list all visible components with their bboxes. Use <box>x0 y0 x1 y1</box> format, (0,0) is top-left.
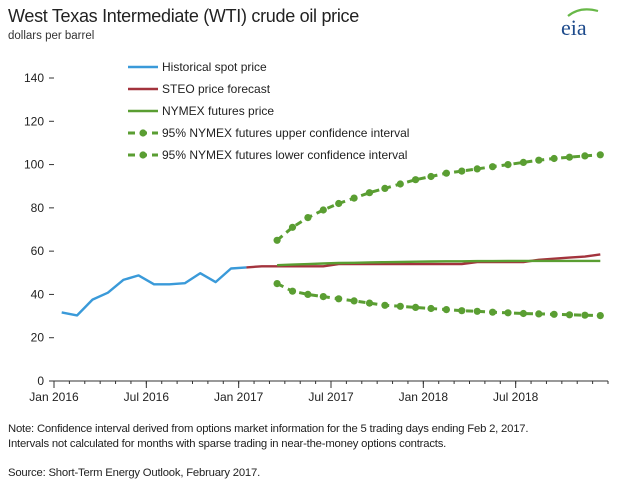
chart-title: West Texas Intermediate (WTI) crude oil … <box>8 6 359 26</box>
legend-item: NYMEX futures price <box>128 104 274 118</box>
axes: Jan 2016 Jul 2016 Jan 2017 Jul 2017 Jan 2018… <box>24 71 609 404</box>
y-tick-label: 60 <box>31 244 45 258</box>
chart-subtitle: dollars per barrel <box>8 30 95 42</box>
data-point <box>335 199 343 208</box>
data-point <box>519 158 528 166</box>
y-tick-label: 140 <box>24 71 44 85</box>
data-point <box>596 312 604 320</box>
series-line <box>276 282 601 318</box>
data-point <box>504 309 512 317</box>
y-tick-label: 40 <box>31 287 45 301</box>
legend-item: Historical spot price <box>128 60 267 74</box>
y-tick-label: 120 <box>24 114 44 128</box>
series-line <box>61 266 247 317</box>
x-tick-label: Jan 2018 <box>399 390 449 404</box>
data-point <box>550 310 558 318</box>
data-point <box>273 280 281 288</box>
series-3 <box>273 151 604 244</box>
chart-source: Source: Short-Term Energy Outlook, Febru… <box>8 467 261 479</box>
data-point <box>458 307 466 315</box>
data-point <box>319 293 327 301</box>
legend-label: STEO price forecast <box>162 82 271 96</box>
data-point <box>350 194 358 202</box>
y-tick-label: 100 <box>24 158 44 172</box>
data-point <box>273 236 281 244</box>
data-point <box>412 303 420 311</box>
series-line <box>276 153 601 242</box>
legend-label: 95% NYMEX futures lower confidence inter… <box>162 148 407 162</box>
x-tick-label: Jan 2017 <box>214 390 264 404</box>
legend: Historical spot price STEO price forecast… <box>128 60 409 162</box>
data-point <box>381 184 389 192</box>
data-point <box>489 308 497 316</box>
legend-item: STEO price forecast <box>128 82 271 96</box>
data-point <box>335 295 343 303</box>
data-point <box>458 167 466 175</box>
data-point <box>565 153 574 161</box>
data-point <box>473 165 481 173</box>
data-point <box>396 180 404 188</box>
data-point <box>304 290 312 298</box>
series-2 <box>277 259 601 267</box>
data-point <box>288 287 297 295</box>
data-point <box>442 169 450 177</box>
legend-label: NYMEX futures price <box>162 104 274 118</box>
chart-plot: Jan 2016 Jul 2016 Jan 2017 Jul 2017 Jan 2018… <box>24 60 609 404</box>
data-point <box>519 309 528 318</box>
legend-label: Historical spot price <box>162 60 267 74</box>
data-point <box>427 172 435 181</box>
series-line <box>246 253 601 269</box>
data-point <box>396 302 404 310</box>
series-line <box>277 259 601 267</box>
data-point <box>565 311 574 319</box>
series-1 <box>246 253 601 269</box>
logo-text: eia <box>561 15 587 40</box>
data-point <box>581 311 589 319</box>
y-tick-label: 80 <box>31 201 45 215</box>
y-tick-label: 0 <box>37 374 44 388</box>
data-point <box>304 214 312 222</box>
data-point <box>365 299 374 307</box>
legend-marker <box>139 129 147 137</box>
x-tick-label: Jan 2016 <box>29 390 79 404</box>
legend-item: 95% NYMEX futures upper confidence inter… <box>128 126 409 140</box>
y-tick-label: 20 <box>31 331 45 345</box>
data-point <box>596 151 604 159</box>
data-point <box>288 223 297 231</box>
data-point <box>535 310 543 318</box>
data-point <box>319 206 327 214</box>
series-0 <box>61 266 247 317</box>
data-point <box>489 163 497 171</box>
x-tick-label: Jul 2016 <box>124 390 170 404</box>
x-tick-label: Jul 2017 <box>308 390 354 404</box>
chart-note: Note: Confidence interval derived from o… <box>8 423 529 450</box>
series-layer <box>61 151 604 320</box>
logo-swoosh <box>567 8 599 17</box>
data-point <box>442 306 450 314</box>
legend-item: 95% NYMEX futures lower confidence inter… <box>128 148 407 162</box>
data-point <box>504 161 512 169</box>
series-4 <box>273 280 604 320</box>
legend-label: 95% NYMEX futures upper confidence inter… <box>162 126 409 140</box>
data-point <box>365 189 374 197</box>
data-point <box>581 152 589 160</box>
data-point <box>350 297 358 305</box>
data-point <box>550 154 558 163</box>
eia-logo-icon: eia <box>561 8 599 40</box>
data-point <box>381 301 389 309</box>
data-point <box>535 156 543 164</box>
data-point <box>473 307 481 315</box>
data-point <box>427 304 435 313</box>
data-point <box>412 176 420 184</box>
x-tick-label: Jul 2018 <box>493 390 539 404</box>
legend-marker <box>139 151 147 159</box>
